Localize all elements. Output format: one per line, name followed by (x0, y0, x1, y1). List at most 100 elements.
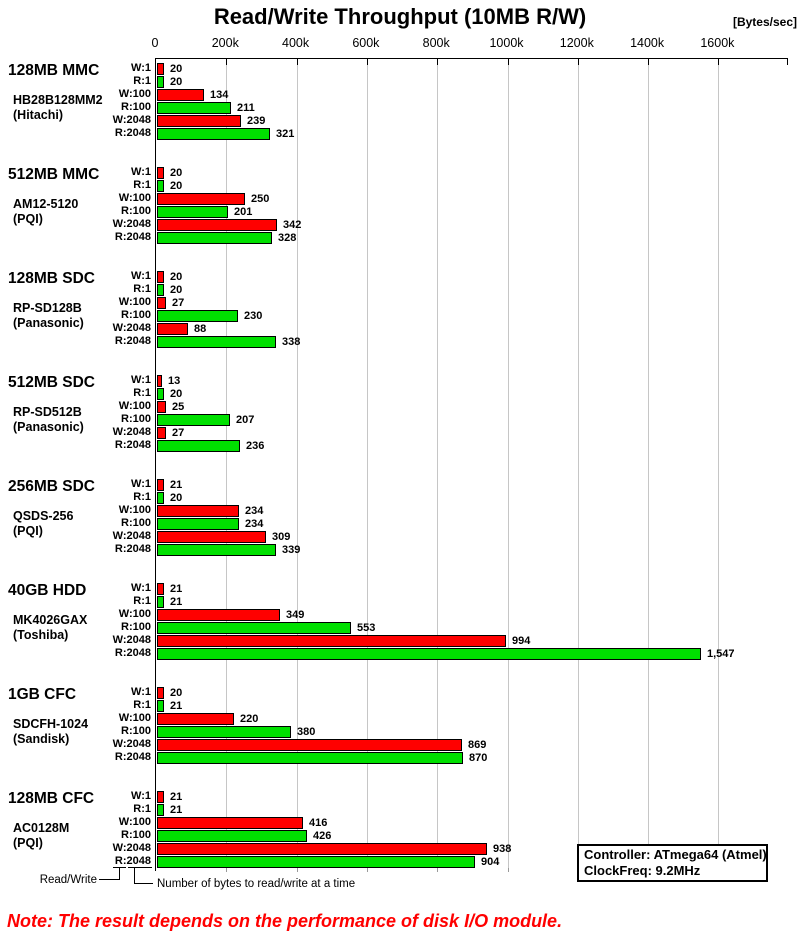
read-bar (157, 726, 291, 738)
row-label: R:100 (121, 725, 151, 737)
group-name: 128MB CFC (8, 790, 95, 807)
read-bar (157, 180, 164, 192)
group-model: RP-SD128B (13, 301, 82, 315)
read-bar (157, 622, 351, 634)
write-bar (157, 687, 164, 699)
bracket-right-vertical (134, 867, 135, 884)
axis-unit-label: [Bytes/sec] (732, 15, 797, 29)
gridline (577, 59, 579, 871)
bar-value-label: 21 (170, 596, 183, 608)
group-name: 512MB MMC (8, 166, 100, 183)
bar-value-label: 339 (282, 544, 301, 556)
group-maker: (PQI) (13, 836, 43, 850)
x-axis-tick-label: 400k (282, 36, 310, 50)
row-label: W:1 (131, 790, 151, 802)
x-axis-tick-label: 800k (422, 36, 450, 50)
x-axis-bottom-tick (366, 868, 368, 872)
bar-value-label: 25 (172, 401, 185, 413)
bar-value-label: 21 (170, 804, 183, 816)
read-bar (157, 492, 164, 504)
group-name: 128MB SDC (8, 270, 95, 287)
bar-value-label: 239 (247, 115, 266, 127)
write-bar (157, 89, 204, 101)
group-name: 128MB MMC (8, 62, 100, 79)
write-bar (157, 167, 164, 179)
read-bar (157, 284, 164, 296)
bar-value-label: 426 (313, 830, 332, 842)
controller-info-box: Controller: ATmega64 (Atmel) ClockFreq: … (577, 844, 768, 882)
row-label: W:100 (118, 504, 151, 516)
read-write-annotation: Read/Write (39, 874, 97, 886)
row-label: R:1 (133, 491, 151, 503)
row-label: R:2048 (114, 543, 151, 555)
row-label: R:100 (121, 829, 151, 841)
group-maker: (Hitachi) (13, 108, 63, 122)
write-bar (157, 479, 164, 491)
bar-value-label: 27 (172, 297, 185, 309)
bar-value-label: 553 (357, 622, 376, 634)
x-axis-tick-label: 1000k (489, 36, 524, 50)
footnote: Note: The result depends on the performa… (7, 911, 563, 931)
x-axis-tick (296, 59, 298, 65)
row-label: R:1 (133, 75, 151, 87)
gridline (366, 59, 368, 871)
row-label: R:2048 (114, 231, 151, 243)
bar-value-label: 938 (493, 843, 512, 855)
row-label: R:1 (133, 803, 151, 815)
read-bar (157, 388, 164, 400)
row-label: W:1 (131, 166, 151, 178)
x-axis-tick-label: 0 (151, 36, 159, 50)
bar-value-label: 234 (245, 505, 264, 517)
read-bar (157, 518, 239, 530)
row-label: W:2048 (112, 426, 151, 438)
x-axis-bottom-tick (226, 868, 228, 872)
group-model: RP-SD512B (13, 405, 82, 419)
row-label: R:100 (121, 517, 151, 529)
row-label: R:1 (133, 699, 151, 711)
write-bar (157, 791, 164, 803)
row-label: R:100 (121, 309, 151, 321)
bar-value-label: 88 (194, 323, 207, 335)
read-bar (157, 648, 701, 660)
row-label: W:2048 (112, 634, 151, 646)
write-bar (157, 843, 487, 855)
write-bar (157, 609, 280, 621)
row-label: R:100 (121, 205, 151, 217)
gridline (718, 59, 720, 871)
group-model: SDCFH-1024 (13, 717, 89, 731)
group-maker: (Toshiba) (13, 628, 69, 642)
row-label: W:1 (131, 270, 151, 282)
x-axis-tick (226, 59, 228, 65)
write-bar (157, 817, 303, 829)
bar-value-label: 20 (170, 180, 183, 192)
read-bar (157, 596, 164, 608)
row-label: W:100 (118, 712, 151, 724)
row-label: R:1 (133, 387, 151, 399)
bar-value-label: 869 (468, 739, 487, 751)
bar-value-label: 20 (170, 388, 183, 400)
row-label: W:100 (118, 608, 151, 620)
row-label: W:100 (118, 88, 151, 100)
bar-value-label: 236 (246, 440, 265, 452)
row-label: W:1 (131, 62, 151, 74)
read-bar (157, 336, 276, 348)
group-model: QSDS-256 (13, 509, 74, 523)
bar-value-label: 20 (170, 76, 183, 88)
write-bar (157, 401, 166, 413)
bracket-right-horizontal (134, 883, 153, 884)
bar-value-label: 349 (286, 609, 305, 621)
bytes-annotation: Number of bytes to read/write at a time (157, 878, 356, 890)
group-name: 40GB HDD (8, 582, 87, 599)
bar-value-label: 994 (512, 635, 531, 647)
x-axis-tick-label: 1200k (559, 36, 594, 50)
row-label: R:100 (121, 413, 151, 425)
bar-value-label: 1,547 (707, 648, 735, 660)
x-axis-tick (437, 59, 439, 65)
gridline (296, 59, 298, 871)
bar-value-label: 201 (234, 206, 253, 218)
bar-value-label: 27 (172, 427, 185, 439)
read-bar (157, 232, 272, 244)
bar-value-label: 321 (276, 128, 295, 140)
read-bar (157, 102, 231, 114)
